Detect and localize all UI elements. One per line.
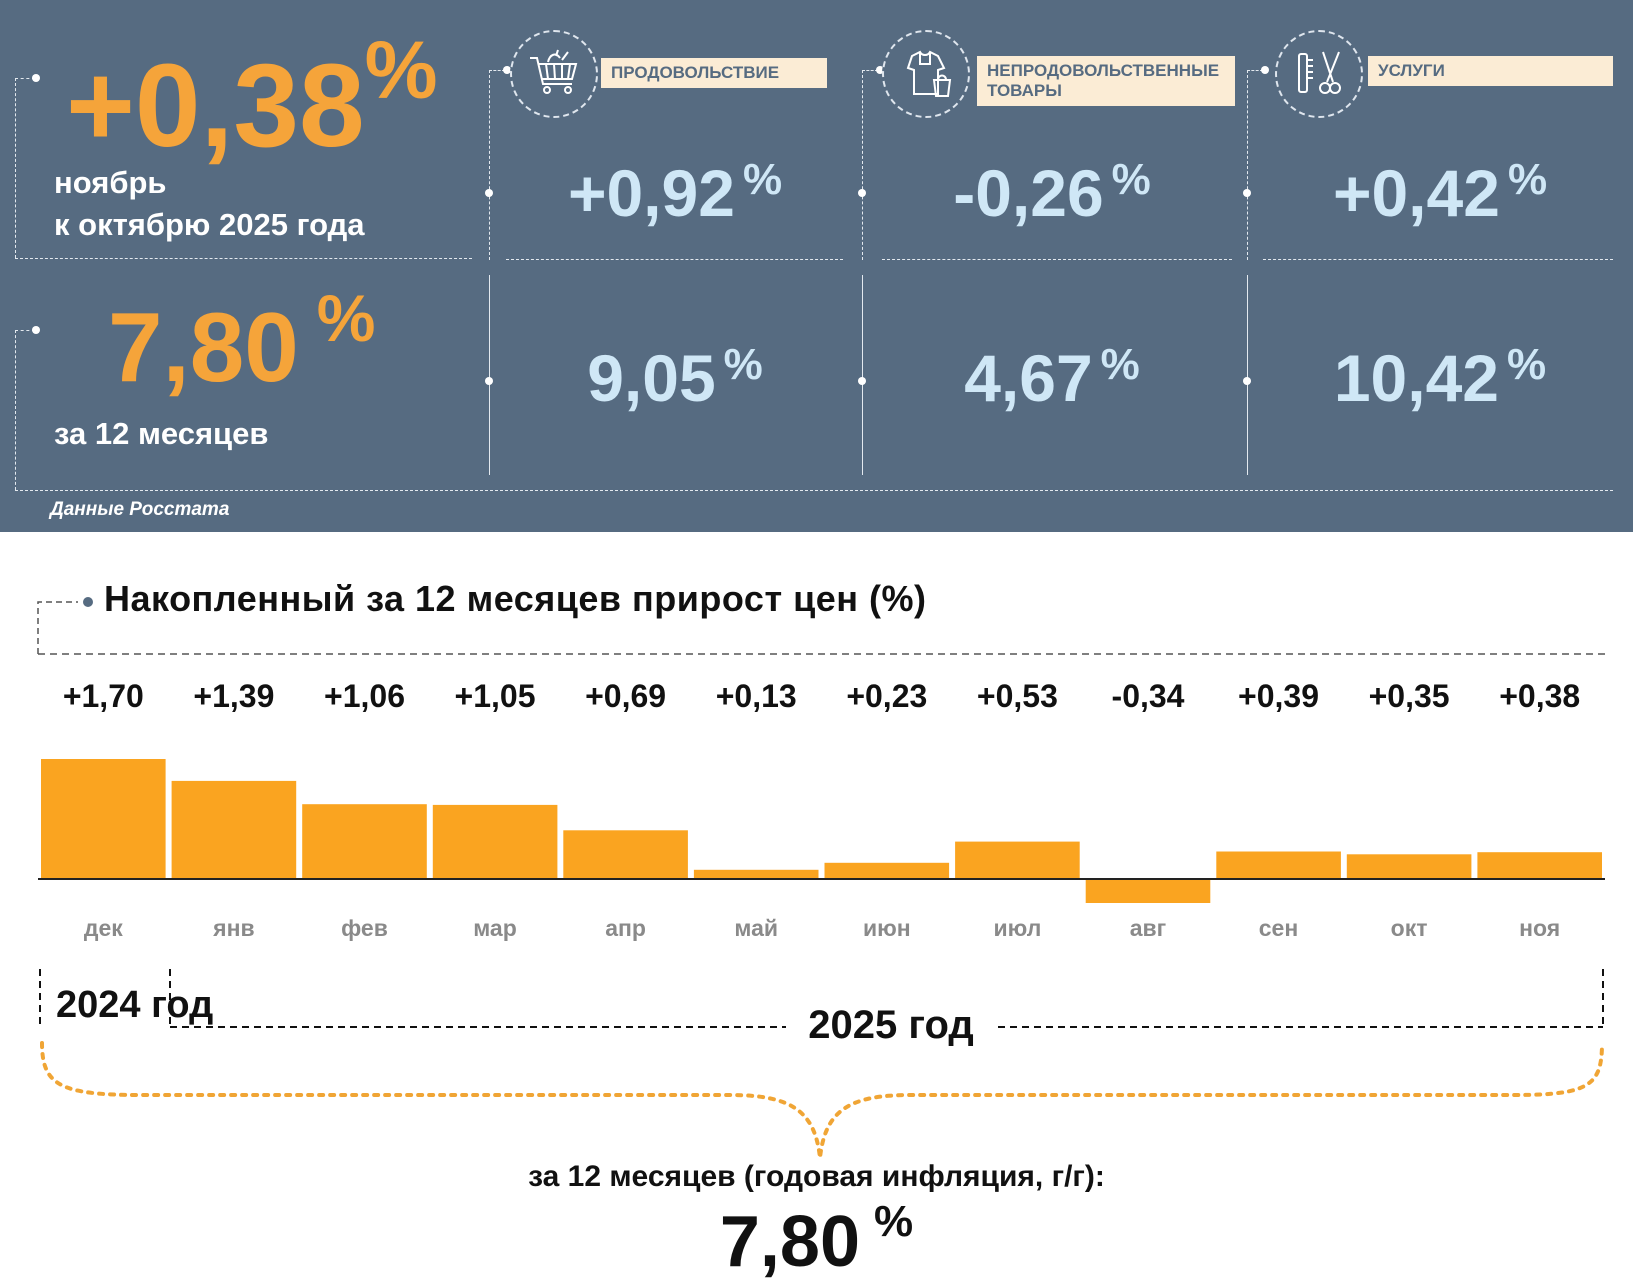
divider-line — [15, 258, 472, 259]
month-label: дек — [84, 915, 123, 941]
month-label: май — [734, 915, 778, 941]
curly-brace — [40, 1041, 1604, 1159]
monthly-label: ноябрь к октябрю 2025 года — [54, 165, 365, 242]
month-label: фев — [341, 915, 388, 941]
source-note: Данные Росстата — [50, 499, 230, 520]
value-labels-group: +1,70 +1,39 +1,06 +1,05 +0,69 +0,13 +0,23 +0,53… — [63, 678, 1580, 714]
bar-value-label: +0,53 — [977, 678, 1058, 714]
bar-сен — [1216, 851, 1341, 879]
services-annual-value: 10,42% — [1333, 340, 1547, 415]
bar-авг — [1085, 879, 1211, 903]
year-label-2025: 2025 год — [786, 1003, 996, 1047]
bar-дек — [41, 759, 166, 879]
bars-group — [41, 759, 1602, 903]
bar-ноя — [1477, 852, 1602, 879]
title-connector — [37, 601, 78, 654]
bar-value-label: +0,35 — [1369, 678, 1450, 714]
bar-июл — [955, 841, 1080, 879]
bar-value-label: +0,38 — [1499, 678, 1580, 714]
bar-value-label: +0,69 — [585, 678, 666, 714]
connector-dot — [32, 74, 40, 82]
bar-value-label: +0,13 — [716, 678, 797, 714]
year-label-2024: 2024 год — [56, 980, 213, 1030]
month-label: ноя — [1519, 915, 1560, 941]
month-label: сен — [1259, 915, 1298, 941]
title-dot — [83, 597, 93, 607]
category-label-services: УСЛУГИ — [1368, 56, 1613, 86]
bar-мар — [432, 804, 558, 879]
connector-dot — [876, 66, 884, 74]
annual-label: за 12 месяцев — [54, 416, 269, 451]
comb-scissors-icon — [1275, 30, 1363, 118]
bar-июн — [824, 862, 950, 879]
column-divider — [862, 275, 863, 475]
connector-line — [489, 70, 505, 71]
connector-dot — [485, 189, 493, 197]
monthly-inflation-value: +0,38% — [66, 25, 438, 172]
clothes-bag-icon — [882, 30, 970, 118]
month-label: июл — [993, 915, 1041, 941]
summary-panel: +0,38% ноябрь к октябрю 2025 года 7,80% … — [0, 0, 1633, 532]
connector-dot — [1261, 66, 1269, 74]
bar-апр — [563, 830, 688, 879]
connector-dot — [858, 377, 866, 385]
nonfood-monthly-value: -0,26% — [953, 155, 1151, 230]
divider-line — [15, 490, 1613, 491]
connector-dot — [858, 189, 866, 197]
shopping-cart-icon — [510, 30, 598, 118]
month-label: янв — [212, 915, 254, 941]
month-labels-group: дек янв фев мар апр май июн июл авг сен окт ноя — [84, 915, 1560, 941]
column-divider — [1247, 275, 1248, 475]
divider-line — [1263, 259, 1613, 260]
month-label: апр — [605, 915, 646, 941]
chart-title: Накопленный за 12 месяцев прирост цен (%… — [104, 578, 927, 619]
connector-dot — [1243, 189, 1251, 197]
bar-янв — [171, 780, 297, 879]
connector-dot — [485, 377, 493, 385]
category-label-nonfood: НЕПРОДОВОЛЬСТВЕННЫЕ ТОВАРЫ — [977, 56, 1235, 106]
services-monthly-value: +0,42% — [1332, 155, 1548, 230]
connector-line — [15, 78, 16, 258]
month-label: июн — [863, 915, 911, 941]
column-divider — [862, 70, 863, 260]
column-divider — [489, 275, 490, 475]
connector-dot — [32, 326, 40, 334]
annual-caption: за 12 месяцев (годовая инфляция, г/г): — [528, 1160, 1105, 1193]
bar-фев — [302, 804, 427, 879]
bar-май — [693, 869, 819, 879]
bar-value-label: +1,39 — [193, 678, 274, 714]
divider-line — [882, 259, 1232, 260]
bar-value-label: +0,23 — [846, 678, 927, 714]
food-monthly-value: +0,92% — [567, 155, 783, 230]
food-annual-value: 9,05% — [587, 340, 763, 415]
annual-inflation-value: 7,80% — [108, 281, 376, 402]
divider-line — [506, 259, 843, 260]
month-label: авг — [1130, 915, 1167, 941]
bar-value-label: -0,34 — [1112, 678, 1185, 714]
annual-inflation-total: 7,80% — [719, 1197, 914, 1282]
column-divider — [1247, 70, 1248, 260]
connector-dot — [1243, 377, 1251, 385]
connector-dot — [503, 66, 511, 74]
connector-line — [15, 78, 35, 79]
connector-line — [862, 70, 878, 71]
bar-value-label: +0,39 — [1238, 678, 1319, 714]
bar-value-label: +1,70 — [63, 678, 144, 714]
bar-value-label: +1,06 — [324, 678, 405, 714]
month-label: мар — [473, 915, 517, 941]
bar-окт — [1346, 854, 1472, 879]
column-divider — [489, 70, 490, 260]
month-label: окт — [1391, 915, 1428, 941]
connector-line — [1247, 70, 1263, 71]
nonfood-annual-value: 4,67% — [964, 340, 1140, 415]
connector-line — [15, 330, 35, 331]
category-label-food: ПРОДОВОЛЬСТВИЕ — [601, 58, 827, 88]
bar-value-label: +1,05 — [455, 678, 536, 714]
connector-line — [15, 330, 16, 490]
